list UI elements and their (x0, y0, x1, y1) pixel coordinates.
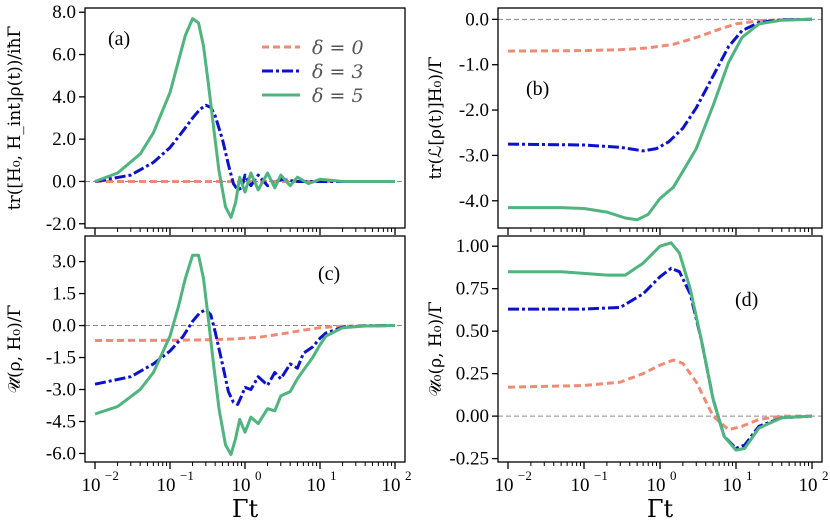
x-tick-exponent: −1 (180, 468, 194, 483)
x-tick-exponent: 1 (746, 468, 753, 483)
x-tick-label: 10 (382, 475, 401, 496)
x-tick-exponent: −2 (105, 468, 119, 483)
y-axis-label: 𝒰̇₀(ρ, H₀)/Γ (426, 301, 446, 397)
x-tick-exponent: 2 (405, 468, 412, 483)
series-line-δ=5 (508, 241, 813, 452)
axes-frame (497, 235, 823, 463)
y-tick-label: 2.0 (52, 129, 76, 150)
x-tick-exponent: 0 (670, 468, 677, 483)
series-line-δ=3 (508, 266, 813, 450)
series-line-δ=0 (507, 17, 813, 53)
series-line-δ=3 (507, 17, 813, 153)
panel-a: -2.0 0.0 2.0 4.0 6.0 8.0 tr([H₀, H_int]ρ(t))/i… (5, 2, 406, 235)
y-tick-label: -0.25 (449, 449, 489, 470)
y-tick-label: 4.0 (52, 87, 76, 108)
x-axis-label: Γt (647, 495, 674, 522)
x-axis-label: Γt (232, 495, 259, 522)
y-tick-label: 0.00 (456, 406, 489, 427)
y-tick-label: -1.5 (46, 348, 76, 369)
y-tick-label: -1.0 (459, 55, 489, 76)
panel-label: (a) (108, 28, 130, 50)
series-line-δ=5 (508, 17, 813, 222)
y-tick-label: 0.50 (456, 321, 489, 342)
legend: δ = 0δ = 3δ = 5 (262, 37, 364, 107)
y-tick-label: 0.75 (456, 279, 489, 300)
x-tick-label: 10 (157, 475, 176, 496)
y-tick-label: 8.0 (52, 2, 76, 23)
x-tick-label: 10 (647, 475, 666, 496)
y-tick-label: 6.0 (52, 45, 76, 66)
series-line-δ=5 (94, 17, 395, 219)
x-tick-label: 10 (232, 475, 251, 496)
axes-frame (84, 235, 406, 463)
y-tick-label: -3.0 (459, 145, 489, 166)
x-tick-label: 10 (723, 475, 742, 496)
panel-c: 10 −2 10 −1 10 0 10 1 10 2 Γt -6.0 -4.5 -3.0 -1.5 0.0 1.… (5, 235, 412, 522)
x-tick-exponent: 2 (822, 468, 829, 483)
y-axis-label: 𝒰̇(ρ, H₀)/Γ (5, 305, 25, 394)
y-tick-label: 3.0 (52, 252, 76, 273)
y-tick-label: 1.5 (52, 284, 76, 305)
panel-label: (b) (526, 78, 549, 100)
y-tick-label: 0.0 (52, 171, 76, 192)
y-tick-label: -4.5 (46, 411, 76, 432)
y-tick-label: 0.0 (52, 316, 76, 337)
series-line-δ=3 (94, 308, 396, 406)
y-axis-label: tr(ℒ[ρ(t)]H₀)/Γ (426, 56, 446, 179)
y-tick-label: -4.0 (459, 191, 489, 212)
panel-b: -4.0 -3.0 -2.0 -1.0 0.0 tr(ℒ[ρ(t)]H₀)/Γ (b) (426, 7, 823, 235)
legend-label: δ = 0 (312, 37, 364, 59)
series-line-δ=0 (507, 358, 812, 432)
y-axis-label: tr([H₀, H_int]ρ(t))/iħΓ (5, 26, 25, 211)
series-line-δ=5 (94, 253, 396, 456)
y-tick-label: 0.25 (456, 364, 489, 385)
x-tick-label: 10 (307, 475, 326, 496)
x-tick-label: 10 (495, 475, 514, 496)
x-tick-label: 10 (82, 475, 101, 496)
axes-frame (497, 7, 823, 229)
panel-label: (c) (318, 263, 340, 285)
y-tick-label: 1.00 (456, 236, 489, 257)
x-tick-exponent: 1 (330, 468, 337, 483)
legend-label: δ = 3 (312, 61, 364, 83)
series-line-δ=3 (94, 103, 395, 192)
y-tick-label: 0.0 (465, 9, 489, 30)
x-tick-exponent: −2 (518, 468, 532, 483)
y-tick-label: -6.0 (46, 443, 76, 464)
x-tick-label: 10 (799, 475, 818, 496)
x-tick-exponent: −1 (594, 468, 608, 483)
panel-label: (d) (735, 289, 758, 311)
y-tick-label: -2.0 (459, 100, 489, 121)
x-tick-label: 10 (571, 475, 590, 496)
x-tick-exponent: 0 (255, 468, 262, 483)
y-tick-label: -2.0 (46, 214, 76, 235)
y-tick-label: -3.0 (46, 380, 76, 401)
panel-d: 10 −2 10 −1 10 0 10 1 10 2 Γt -0.25 0.00 0.25 0.50 0.75… (426, 235, 829, 522)
legend-label: δ = 5 (312, 85, 364, 107)
